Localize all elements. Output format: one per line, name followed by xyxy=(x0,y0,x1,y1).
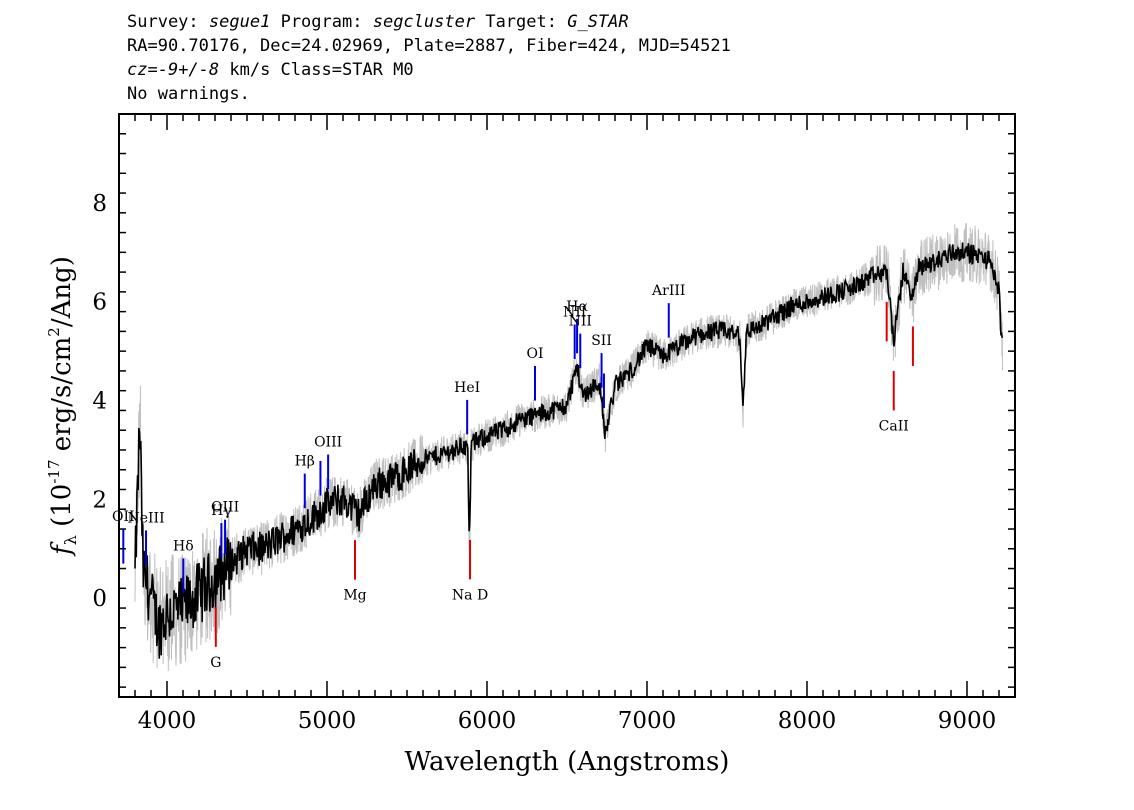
line-label-OII: OII xyxy=(112,509,135,525)
line-label-OIII-5007: OIII xyxy=(314,435,342,451)
program-value: segcluster xyxy=(372,12,476,32)
line-label-NaD: Na D xyxy=(452,587,488,603)
header-line-survey: Survey: segue1 Program: segcluster Targe… xyxy=(127,10,731,34)
cz-class: km/s Class=STAR M0 xyxy=(219,60,414,80)
line-label-OI: OI xyxy=(526,346,543,362)
line-label-G: G xyxy=(210,655,221,671)
flux-curve xyxy=(134,242,1003,659)
spectral-lines: OIINeIIIHδHγOIIIHβOIIIHeIOINIIHαNIISIIAr… xyxy=(112,283,914,671)
cz-label: cz= xyxy=(127,60,158,80)
line-label-Hgamma: Hγ xyxy=(211,503,232,519)
flux-series xyxy=(134,242,1003,659)
y-tick-labels: 0 2 4 6 8 xyxy=(92,191,107,612)
x-tick-label: 9000 xyxy=(938,708,997,734)
error-curve xyxy=(134,223,1003,672)
line-label-Hbeta: Hβ xyxy=(295,454,315,470)
spectrum-header: Survey: segue1 Program: segcluster Targe… xyxy=(127,10,731,106)
line-label-SII-6716: SII xyxy=(591,333,612,349)
line-label-Mg: Mg xyxy=(343,588,366,604)
x-tick-labels: 4000 5000 6000 7000 8000 9000 xyxy=(138,708,997,734)
program-label: Program: xyxy=(280,12,363,32)
x-tick-label: 8000 xyxy=(778,708,837,734)
y-tick-label: 0 xyxy=(92,586,107,612)
line-label-ArIII: ArIII xyxy=(651,283,685,299)
line-label-OIII-4363: OIII xyxy=(211,500,239,516)
y-tick-label: 8 xyxy=(92,191,107,217)
y-axis-title: fλ (10-17 erg/s/cm2/Ang) xyxy=(45,256,80,557)
survey-label: Survey: xyxy=(127,12,199,32)
line-label-CaII-8542: CaII xyxy=(879,418,909,434)
x-tick-label: 5000 xyxy=(298,708,357,734)
x-tick-label: 7000 xyxy=(618,708,677,734)
y-tick-label: 2 xyxy=(92,487,107,513)
y-tick-label: 4 xyxy=(92,389,107,415)
x-tick-label: 4000 xyxy=(138,708,197,734)
x-tick-label: 6000 xyxy=(458,708,517,734)
cz-value: -9+/-8 xyxy=(157,60,220,80)
line-label-NII-6583: NII xyxy=(569,314,592,330)
x-axis-title: Wavelength (Angstroms) xyxy=(405,747,730,777)
header-line-redshift: cz=-9+/-8 km/s Class=STAR M0 xyxy=(127,58,731,82)
line-label-Hdelta: Hδ xyxy=(173,538,194,554)
error-band xyxy=(134,223,1003,672)
header-line-coordinates: RA=90.70176, Dec=24.02969, Plate=2887, F… xyxy=(127,36,731,56)
line-label-NeIII: NeIII xyxy=(127,510,164,526)
line-label-NII-6548: NII xyxy=(563,304,586,320)
target-value: G_STAR xyxy=(567,12,629,32)
survey-value: segue1 xyxy=(208,12,271,32)
target-label: Target: xyxy=(485,12,557,32)
axis-ticks xyxy=(118,114,1016,697)
y-tick-label: 6 xyxy=(92,290,107,316)
line-label-Halpha: Hα xyxy=(566,299,588,315)
header-line-warnings: No warnings. xyxy=(127,84,250,104)
line-label-HeI: HeI xyxy=(454,380,480,396)
